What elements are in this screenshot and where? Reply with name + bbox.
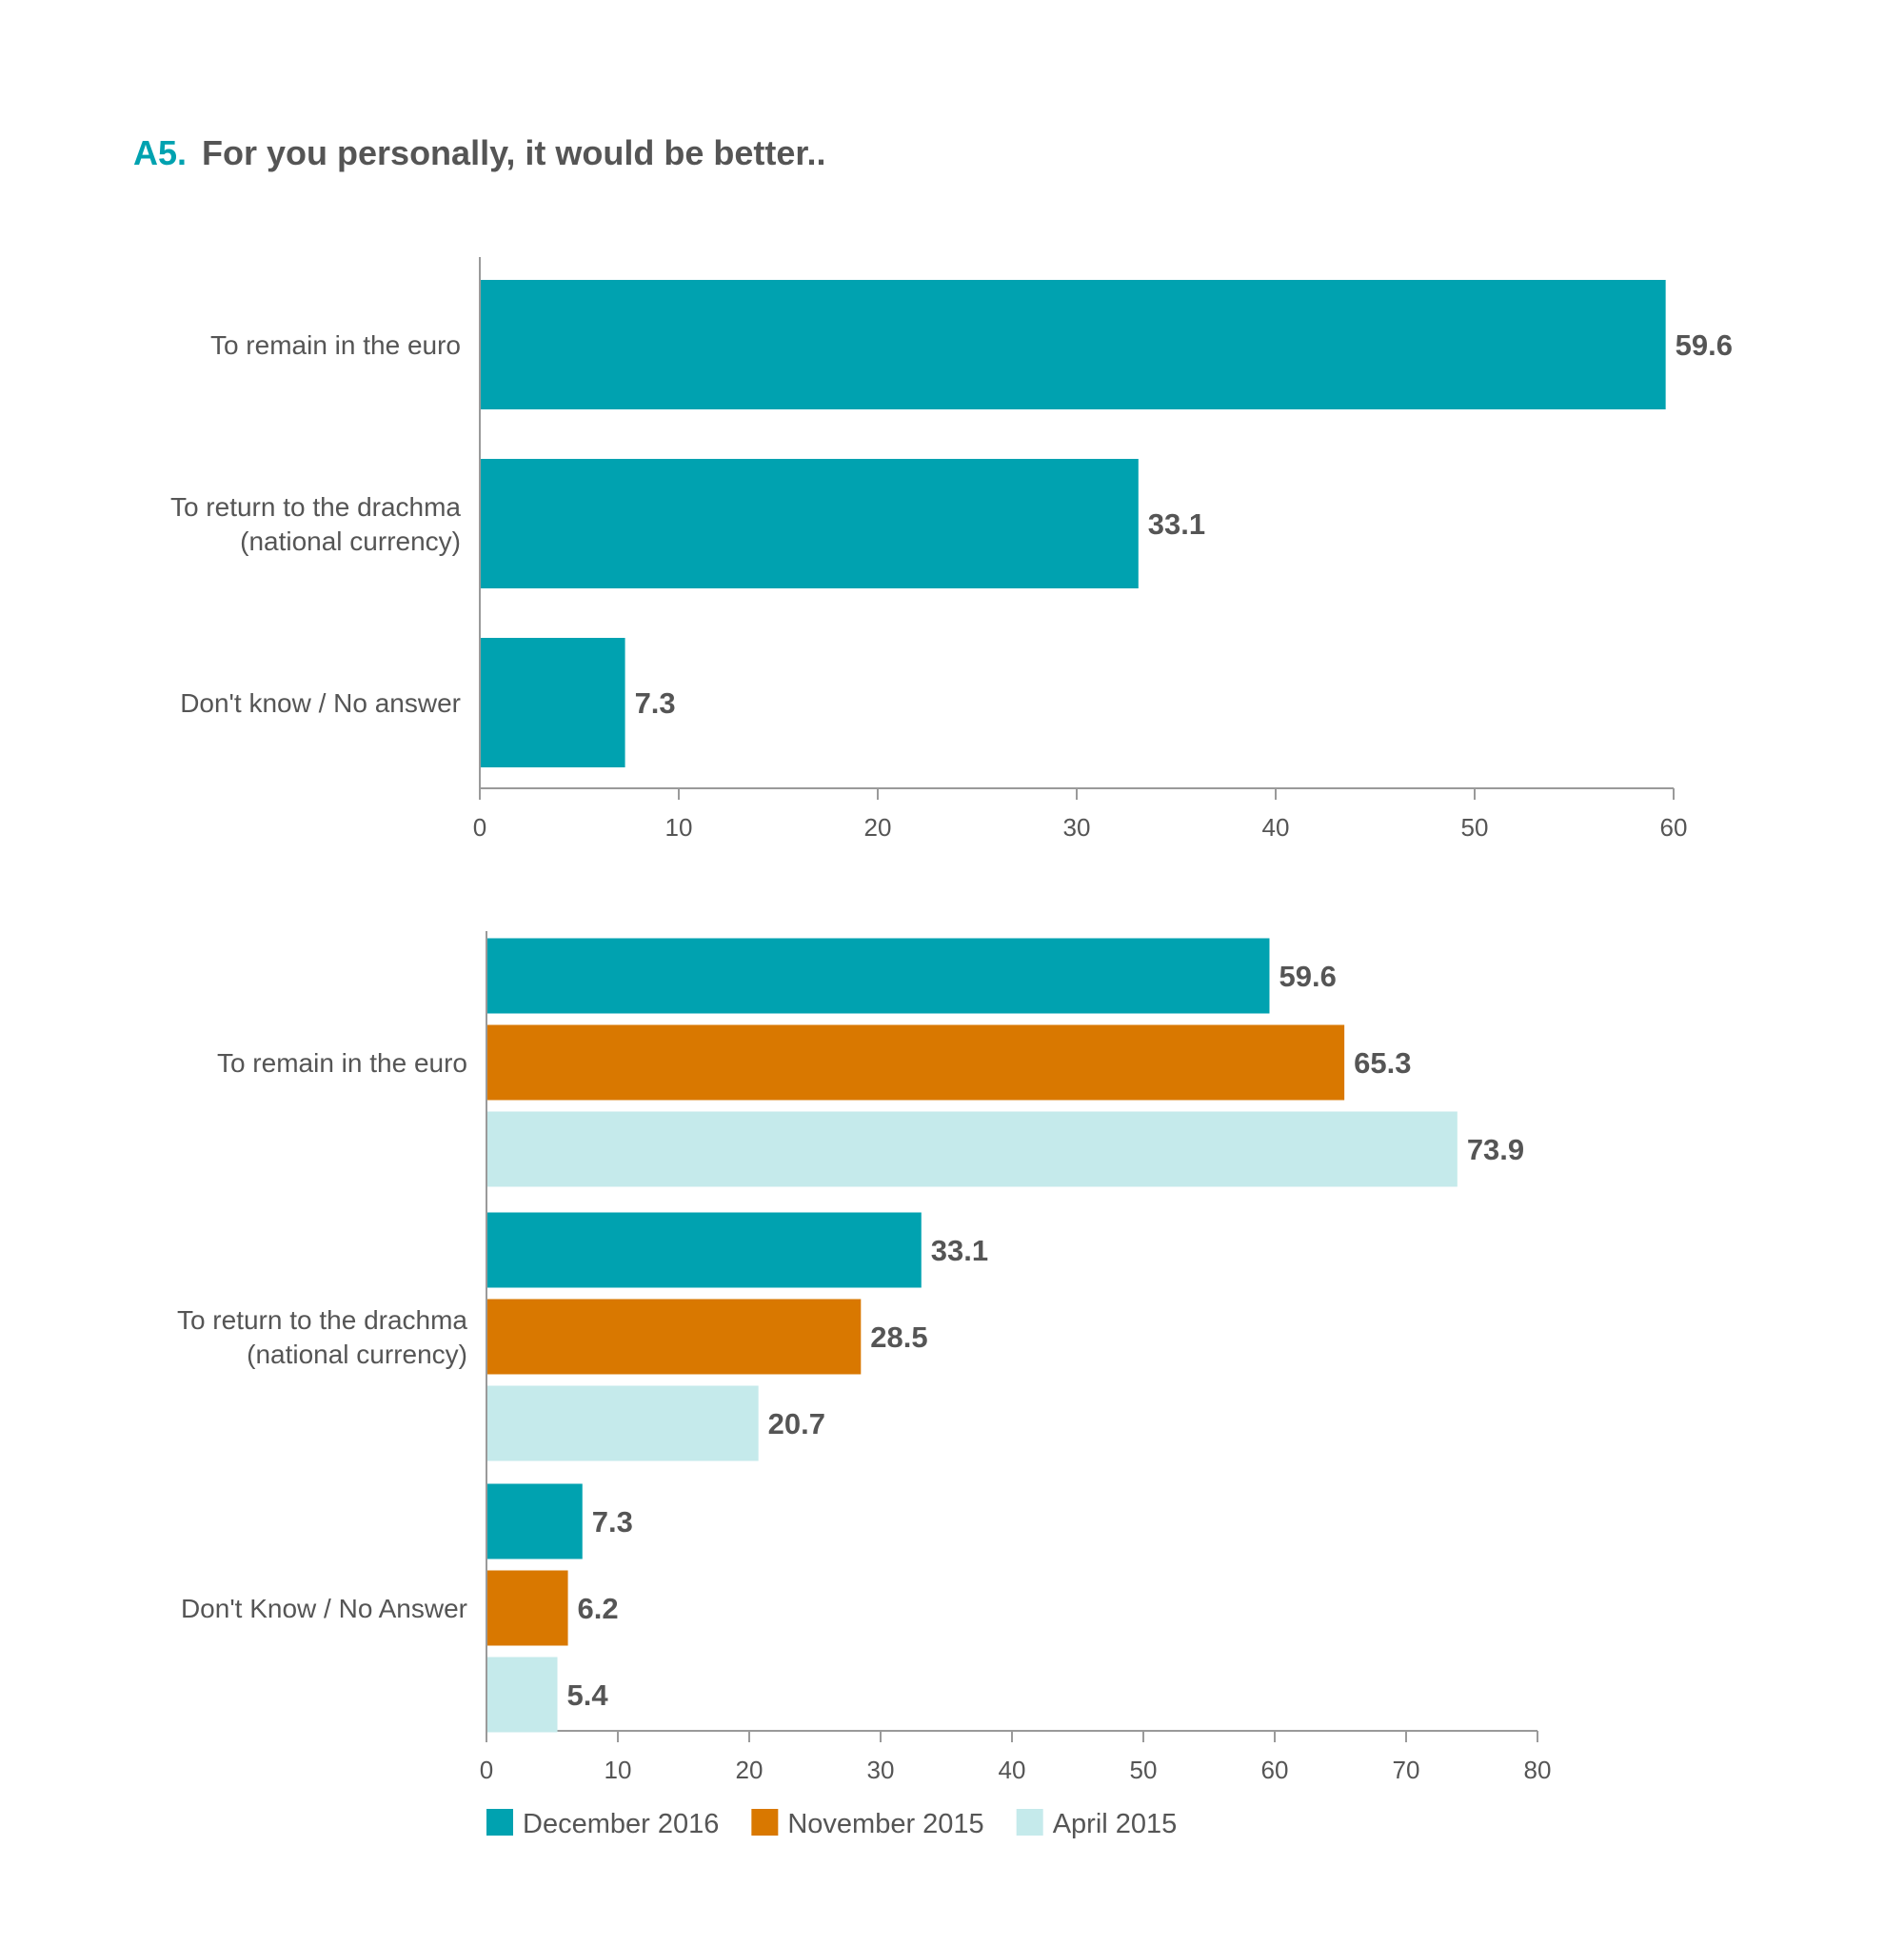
bar: [481, 459, 1139, 588]
data-label: 20.7: [768, 1407, 825, 1440]
legend-label: April 2015: [1053, 1809, 1178, 1839]
bar: [487, 1483, 583, 1559]
legend-label: December 2016: [523, 1809, 719, 1839]
data-label: 33.1: [931, 1234, 988, 1267]
x-tick-label: 80: [1524, 1756, 1552, 1784]
bar: [487, 1385, 759, 1461]
category-label: (national currency): [240, 526, 461, 556]
question-number: A5.: [133, 133, 188, 172]
data-label: 59.6: [1676, 328, 1733, 362]
category-label: Don't know / No answer: [180, 688, 461, 718]
data-label: 65.3: [1354, 1046, 1411, 1080]
x-tick-label: 10: [605, 1756, 632, 1784]
x-tick-label: 0: [473, 813, 486, 842]
chart-title: A5. For you personally, it would be bette…: [133, 133, 825, 173]
x-tick-label: 10: [665, 813, 693, 842]
bar: [487, 1657, 558, 1733]
bar: [481, 280, 1666, 409]
x-tick-label: 30: [867, 1756, 895, 1784]
category-label: (national currency): [247, 1340, 467, 1369]
category-label: Don't Know / No Answer: [181, 1594, 467, 1623]
x-tick-label: 0: [480, 1756, 493, 1784]
x-tick-label: 40: [1262, 813, 1290, 842]
data-label: 7.3: [635, 686, 676, 720]
category-label: To remain in the euro: [210, 330, 461, 360]
legend-swatch: [751, 1809, 779, 1836]
bar: [487, 938, 1270, 1014]
x-tick-label: 20: [736, 1756, 764, 1784]
category-label: To return to the drachma: [177, 1305, 467, 1335]
data-label: 73.9: [1467, 1133, 1524, 1166]
category-label: To return to the drachma: [170, 492, 461, 522]
x-tick-label: 60: [1660, 813, 1688, 842]
data-label: 28.5: [870, 1320, 927, 1354]
data-label: 6.2: [578, 1592, 619, 1625]
legend-swatch: [1016, 1809, 1043, 1836]
x-tick-label: 70: [1393, 1756, 1420, 1784]
category-label: To remain in the euro: [217, 1048, 467, 1078]
x-tick-label: 50: [1130, 1756, 1158, 1784]
chart-current: 0 10 20 30 40 50 60 To remain in the euro 59.6 To…: [170, 257, 1733, 842]
bar: [481, 638, 625, 767]
data-label: 33.1: [1148, 507, 1205, 541]
bar: [487, 1024, 1345, 1101]
data-label: 5.4: [567, 1678, 609, 1712]
legend-swatch: [486, 1809, 513, 1836]
bar: [487, 1212, 922, 1288]
bar: [487, 1299, 862, 1375]
x-tick-label: 50: [1461, 813, 1489, 842]
question-text: For you personally, it would be better..: [202, 133, 826, 172]
data-label: 7.3: [592, 1505, 633, 1539]
x-tick-label: 20: [864, 813, 892, 842]
bar: [487, 1111, 1458, 1187]
x-tick-label: 40: [999, 1756, 1026, 1784]
bar: [487, 1570, 568, 1646]
x-tick-label: 30: [1063, 813, 1091, 842]
legend-label: November 2015: [787, 1809, 983, 1839]
data-label: 59.6: [1279, 960, 1336, 993]
x-tick-label: 60: [1261, 1756, 1289, 1784]
